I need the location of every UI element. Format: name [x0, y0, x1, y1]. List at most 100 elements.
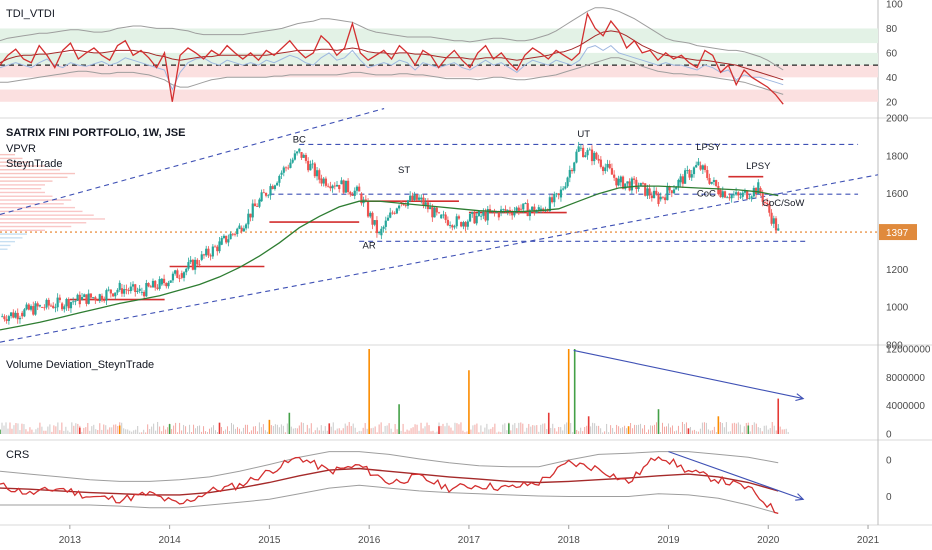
- volume-minor-bar: [85, 427, 87, 434]
- candle-body: [431, 207, 434, 218]
- candle-body: [646, 188, 649, 196]
- candle-body: [446, 219, 449, 226]
- candle-body: [606, 163, 609, 168]
- volume-minor-bar: [448, 425, 450, 434]
- candle-body: [588, 149, 591, 151]
- volume-minor-bar: [352, 423, 354, 434]
- candle-body: [198, 264, 201, 266]
- candle-body: [754, 187, 758, 194]
- volume-minor-bar: [292, 428, 294, 434]
- volume-minor-bar: [99, 423, 101, 434]
- volume-minor-bar: [302, 422, 304, 434]
- volume-minor-bar: [372, 427, 374, 434]
- volume-minor-bar: [400, 430, 402, 434]
- volume-minor-bar: [41, 426, 43, 434]
- candle-body: [422, 197, 425, 206]
- volume-minor-bar: [139, 432, 141, 434]
- candle-body: [626, 181, 629, 184]
- volume-minor-bar: [280, 424, 282, 434]
- volume-minor-bar: [745, 422, 747, 434]
- candle-body: [400, 201, 403, 204]
- volume-minor-bar: [466, 431, 468, 434]
- volume-minor-bar: [701, 422, 703, 434]
- volume-minor-bar: [412, 427, 414, 434]
- volume-minor-bar: [781, 429, 783, 434]
- candle-body: [236, 228, 239, 235]
- volume-minor-bar: [252, 426, 254, 434]
- volume-minor-bar: [171, 429, 173, 434]
- volume-minor-bar: [29, 427, 31, 434]
- candle-body: [194, 259, 197, 270]
- volume-minor-bar: [308, 428, 310, 434]
- volume-minor-bar: [157, 421, 159, 434]
- candle-body: [590, 149, 594, 162]
- volume-minor-bar: [382, 431, 384, 434]
- candle-body: [34, 303, 37, 315]
- candle-body: [772, 218, 775, 224]
- candle-body: [506, 210, 509, 212]
- tdi-title: TDI_VTDI: [6, 8, 55, 20]
- candle-body: [659, 196, 662, 200]
- xaxis-tick-label: 2013: [59, 535, 82, 546]
- candle-body: [415, 194, 418, 200]
- volume-minor-bar: [773, 425, 775, 434]
- volume-minor-bar: [562, 430, 564, 434]
- vpvr-bar: [0, 206, 75, 209]
- candle-body: [355, 186, 359, 191]
- candle-body: [462, 222, 465, 227]
- volume-minor-bar: [610, 425, 612, 434]
- volume-bar: [398, 404, 400, 434]
- vpvr-bar: [0, 187, 42, 190]
- volume-minor-bar: [532, 425, 534, 434]
- volume-minor-bar: [276, 424, 278, 434]
- candle-body: [735, 192, 738, 195]
- candle-body: [207, 248, 210, 256]
- candle-body: [329, 186, 332, 189]
- vpvr-bar: [0, 214, 94, 216]
- xaxis-tick-label: 2021: [857, 535, 880, 546]
- candle-body: [579, 147, 582, 149]
- candle-body: [282, 167, 285, 173]
- candle-body: [526, 203, 529, 217]
- volume-minor-bar: [703, 422, 705, 434]
- volume-minor-bar: [386, 425, 388, 434]
- volume-minor-bar: [388, 423, 390, 434]
- volume-bar: [567, 349, 570, 434]
- candle-body: [298, 148, 301, 152]
- candle-body: [185, 268, 188, 273]
- candle-body: [737, 192, 740, 196]
- candle-body: [513, 210, 516, 216]
- price-ytick: 800: [886, 341, 903, 352]
- candle-body: [639, 182, 642, 187]
- volume-minor-bar: [671, 425, 673, 434]
- candle-body: [315, 170, 319, 177]
- candle-body: [460, 222, 463, 227]
- volume-minor-bar: [1, 422, 3, 434]
- volume-minor-bar: [699, 428, 701, 434]
- candle-body: [457, 216, 461, 219]
- volume-minor-bar: [374, 426, 376, 434]
- volume-minor-bar: [205, 431, 207, 434]
- candle-body: [721, 191, 724, 198]
- candle-body: [178, 278, 181, 279]
- candle-body: [557, 193, 560, 196]
- volume-minor-bar: [408, 430, 410, 434]
- volume-trend-arrow: [573, 349, 804, 400]
- candle-body: [386, 217, 390, 221]
- candle-body: [573, 162, 576, 172]
- volume-minor-bar: [61, 422, 63, 434]
- volume-minor-bar: [27, 431, 29, 434]
- volume-minor-bar: [396, 429, 398, 434]
- candle-body: [38, 305, 42, 307]
- candle-body: [289, 162, 292, 168]
- volume-minor-bar: [244, 424, 246, 434]
- volume-minor-bar: [338, 428, 340, 434]
- xaxis-tick-label: 2019: [657, 535, 680, 546]
- candle-body: [679, 176, 682, 183]
- candle-body: [45, 299, 48, 308]
- candle-body: [258, 199, 261, 207]
- candle-body: [746, 190, 749, 199]
- candle-body: [125, 289, 128, 291]
- candle-body: [453, 226, 456, 228]
